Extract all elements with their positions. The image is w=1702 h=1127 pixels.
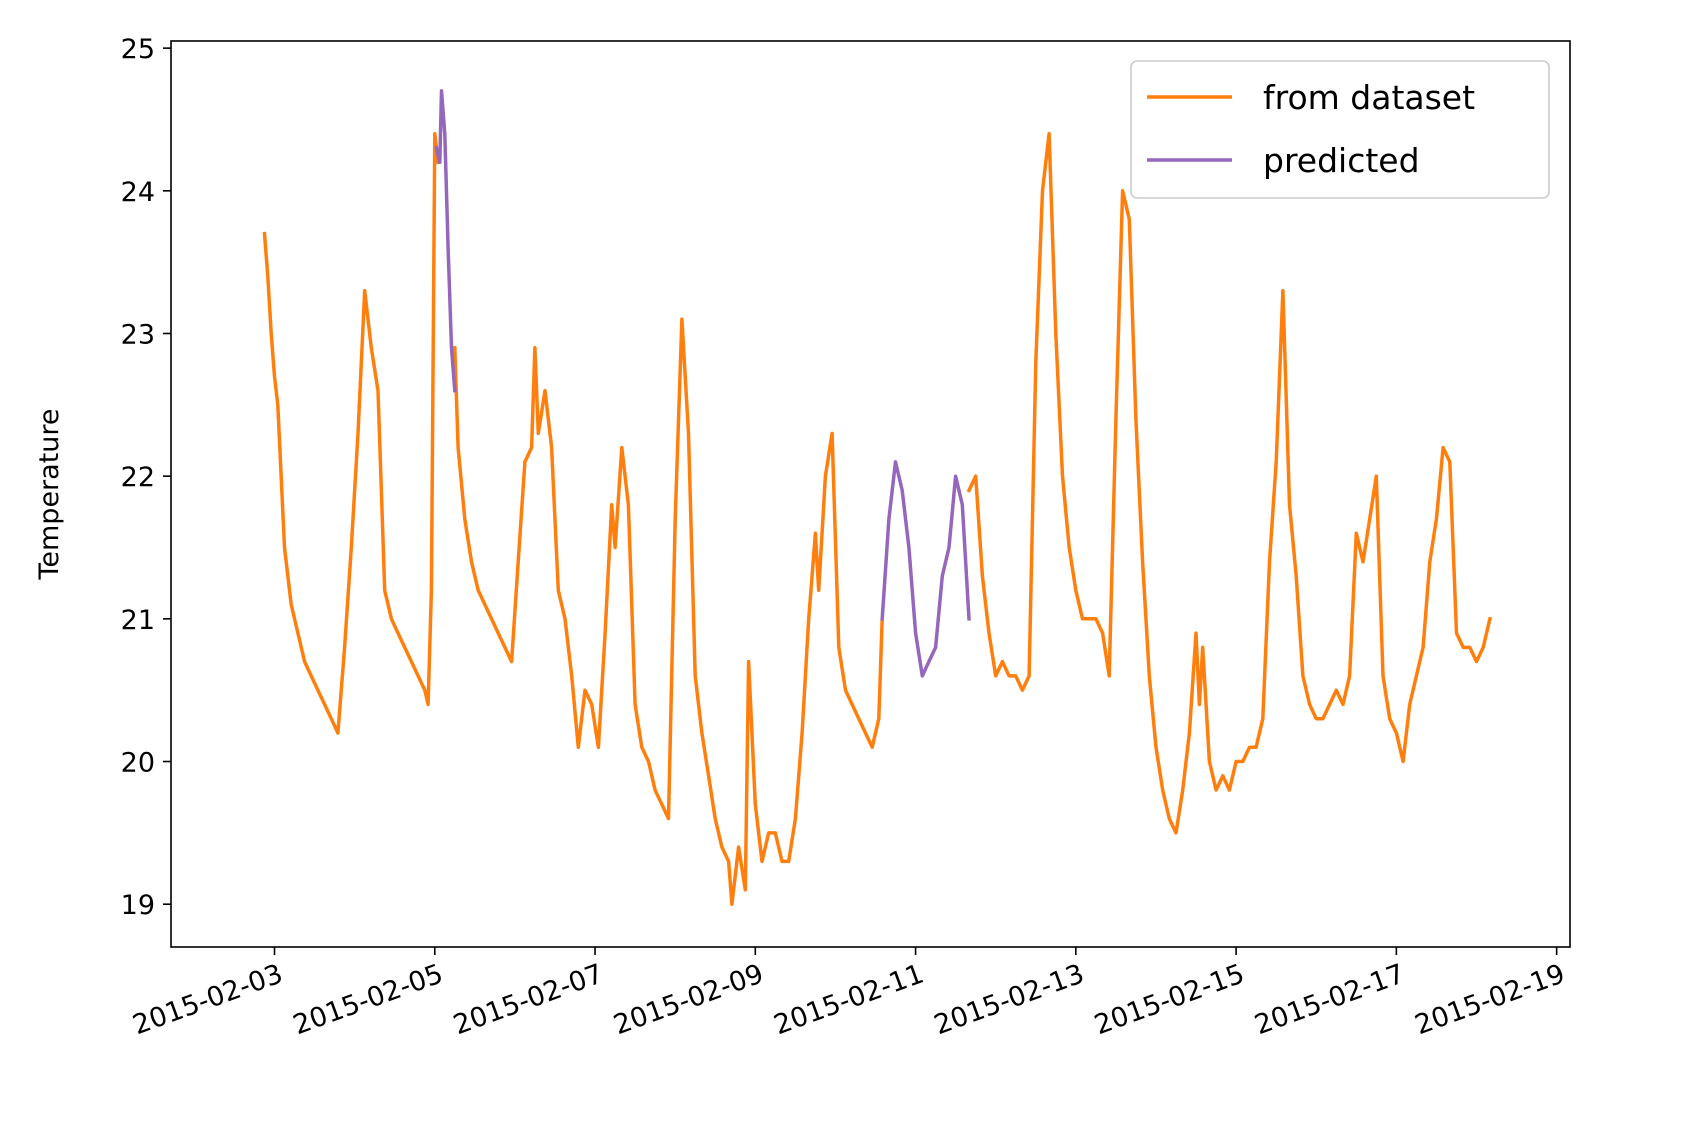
y-tick-label: 22	[121, 462, 155, 493]
y-tick-label: 25	[121, 34, 155, 65]
legend-box	[1130, 60, 1550, 199]
y-tick-label: 20	[121, 748, 155, 779]
series-line-predicted-0	[434, 89, 457, 393]
plot-area	[262, 89, 1493, 906]
y-tick-label: 23	[121, 319, 155, 350]
y-axis: 19 20 21 22 23 24 25	[121, 34, 171, 921]
y-tick-label: 19	[121, 890, 155, 921]
y-tick-label: 21	[121, 605, 155, 636]
series-line-from-dataset-2	[966, 131, 1493, 835]
series-line-predicted-1	[880, 460, 971, 678]
legend: from dataset predicted	[1130, 60, 1550, 199]
legend-label-from-dataset: from dataset	[1263, 78, 1475, 117]
legend-label-predicted: predicted	[1263, 141, 1420, 180]
y-axis-label: Temperature	[34, 408, 65, 580]
series-line-from-dataset-1	[452, 317, 885, 906]
plot-frame	[170, 40, 1571, 948]
y-tick-label: 24	[121, 177, 155, 208]
series-line-from-dataset-0	[262, 131, 441, 735]
